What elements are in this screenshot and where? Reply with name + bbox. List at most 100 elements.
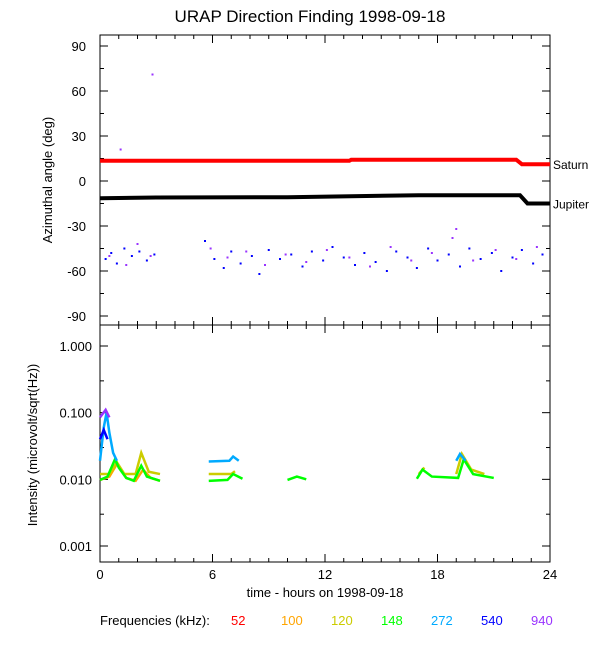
scatter-point — [222, 267, 225, 269]
scatter-point — [230, 250, 233, 253]
scatter-point — [290, 253, 293, 256]
scatter-point — [369, 265, 371, 268]
scatter-point — [363, 252, 366, 254]
scatter-point — [322, 259, 325, 262]
scatter-point — [130, 255, 133, 257]
y-tick-label: 30 — [72, 129, 86, 144]
line-jupiter — [99, 193, 550, 206]
scatter-point — [541, 253, 544, 256]
azimuth-plot-frame — [99, 34, 551, 326]
scatter-point — [209, 247, 212, 250]
scatter-point — [468, 247, 471, 250]
x-tick-label: 12 — [318, 567, 332, 582]
line-label-jupiter: Jupiter — [553, 198, 589, 212]
series-148-khz — [99, 456, 161, 483]
scatter-point — [515, 258, 518, 260]
intensity-axis-label: Intensity (microvolt/sqrt(Hz)) — [25, 364, 40, 527]
x-tick-label: 6 — [209, 567, 216, 582]
y-tick-label: -60 — [67, 264, 86, 279]
scatter-point — [427, 247, 430, 250]
scatter-point — [472, 259, 475, 262]
scatter-point — [250, 255, 253, 257]
x-tick-label: 18 — [430, 567, 444, 582]
legend-entry-940: 940 — [531, 613, 553, 628]
scatter-point — [451, 237, 454, 239]
scatter-point — [374, 261, 377, 263]
y-tick-label: -90 — [67, 309, 86, 324]
scatter-point — [226, 256, 229, 259]
azimuth-axis-label: Azimuthal angle (deg) — [40, 117, 55, 243]
scatter-point — [500, 270, 503, 272]
scatter-point — [459, 265, 461, 268]
scatter-point — [110, 252, 113, 254]
legend-entry-52: 52 — [231, 613, 245, 628]
scatter-point — [305, 261, 308, 263]
series-272-khz — [98, 412, 119, 462]
chart-title: URAP Direction Finding 1998-09-18 — [175, 7, 446, 26]
scatter-point — [436, 259, 439, 262]
scatter-point — [213, 258, 216, 260]
series-120-khz — [208, 470, 236, 476]
scatter-point — [153, 253, 156, 256]
scatter-point — [447, 253, 450, 256]
scatter-point — [532, 262, 535, 265]
legend-entry-120: 120 — [331, 613, 353, 628]
scatter-point — [520, 249, 523, 251]
y-tick-label: 0.010 — [59, 472, 92, 487]
line-saturn — [100, 157, 550, 167]
scatter-point — [331, 246, 334, 248]
scatter-point — [115, 262, 118, 265]
scatter-point — [410, 259, 413, 262]
series-272-khz — [208, 454, 240, 463]
azimuth-panel: 90 60 30 0 -30 -60 -90 Saturn Jupiter — [67, 34, 589, 326]
y-tick-label: 0.100 — [59, 406, 92, 421]
intensity-panel: 1.000 0.100 0.010 0.001 0 6 12 18 24 — [59, 324, 557, 582]
scatter-point — [284, 253, 287, 256]
scatter-point — [385, 270, 388, 272]
scatter-point — [310, 250, 313, 253]
x-axis-label: time - hours on 1998-09-18 — [247, 585, 404, 600]
scatter-point — [149, 255, 152, 257]
scatter-point — [490, 252, 493, 254]
scatter-point — [348, 256, 351, 259]
series-148-khz — [415, 456, 494, 480]
y-tick-label: 1.000 — [59, 339, 92, 354]
y-tick-label: 0.001 — [59, 539, 92, 554]
scatter-point — [125, 264, 128, 266]
scatter-point — [301, 265, 304, 268]
y-tick-label: -30 — [67, 219, 86, 234]
x-tick-label: 0 — [96, 567, 103, 582]
scatter-point — [494, 249, 497, 251]
scatter-point — [415, 267, 418, 269]
legend-entry-100: 100 — [281, 613, 303, 628]
scatter-point — [108, 255, 111, 257]
series-940-khz — [99, 407, 111, 419]
scatter-point — [258, 273, 261, 275]
scatter-point — [354, 264, 356, 266]
scatter-point — [455, 228, 458, 230]
legend-entry-148: 148 — [381, 613, 403, 628]
scatter-point — [535, 246, 538, 248]
legend: 52 100 120 148 272 540 940 — [231, 613, 553, 628]
series-272-khz — [455, 451, 467, 462]
scatter-point — [267, 249, 270, 251]
line-label-saturn: Saturn — [553, 158, 588, 172]
scatter-point — [245, 250, 248, 253]
scatter-point — [204, 240, 206, 242]
scatter-point — [479, 258, 482, 260]
legend-entry-540: 540 — [481, 613, 503, 628]
scatter-point — [239, 262, 242, 265]
scatter-point — [123, 247, 126, 250]
intensity-plot-frame — [99, 324, 551, 563]
legend-title: Frequencies (kHz): — [100, 613, 210, 628]
y-tick-label: 90 — [72, 39, 86, 54]
series-148-khz — [208, 472, 244, 483]
scatter-point — [279, 258, 281, 260]
scatter-point — [136, 243, 139, 245]
scatter-point — [395, 250, 398, 253]
scatter-point — [406, 256, 409, 259]
scatter-point — [511, 256, 514, 259]
scatter-point — [138, 250, 141, 253]
scatter-point — [430, 252, 433, 254]
